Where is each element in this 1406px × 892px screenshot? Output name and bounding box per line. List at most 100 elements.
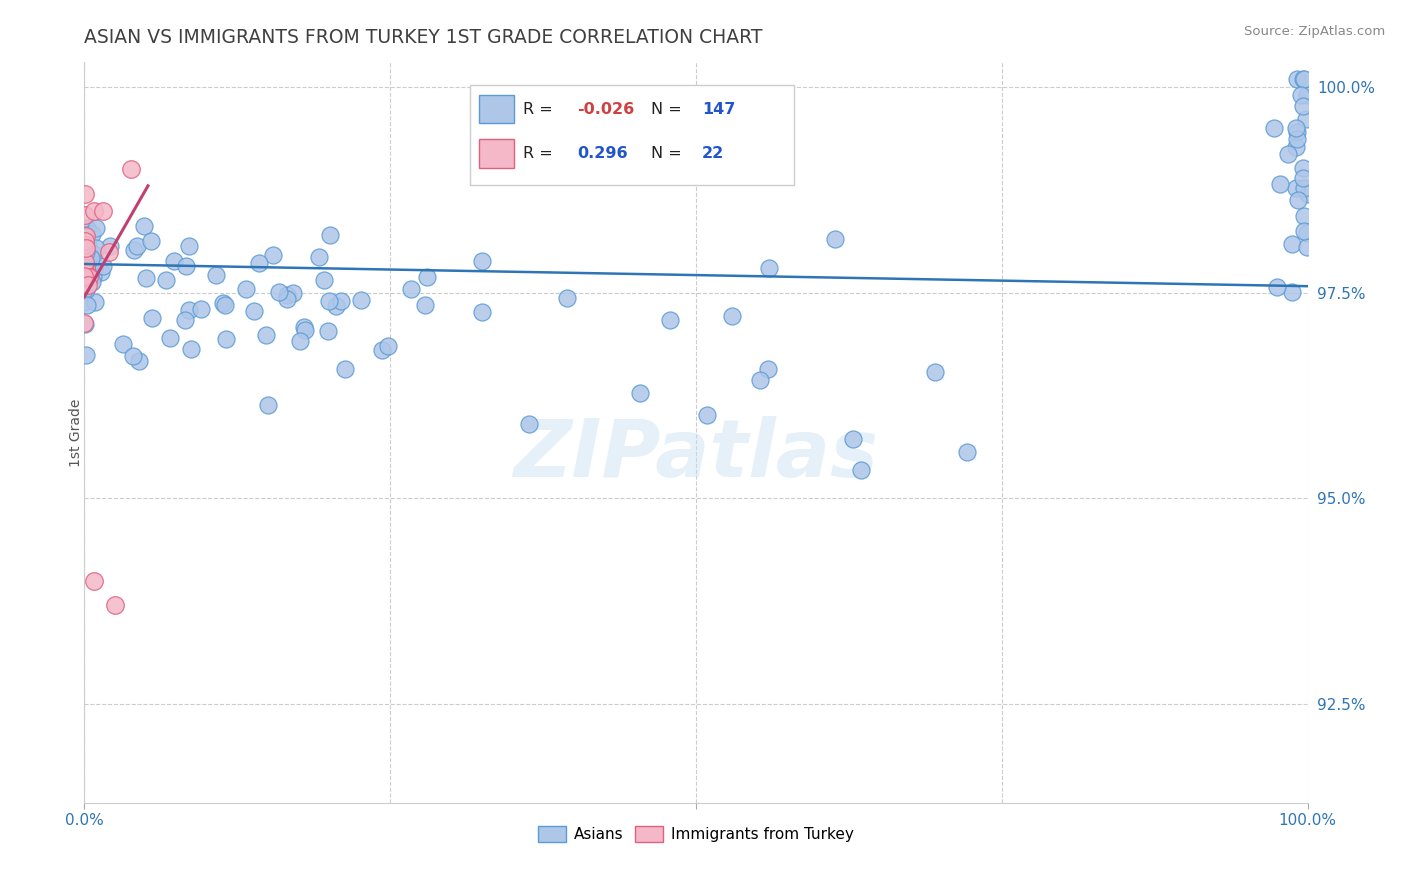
Point [555,291,578,305]
Point [128,354,150,368]
Point [267,285,290,300]
Legend: Asians, Immigrants from Turkey: Asians, Immigrants from Turkey [533,820,859,848]
Point [401,282,423,296]
Point [842,432,865,446]
Point [79,243,101,257]
Point [177,239,200,253]
Point [1295,88,1317,103]
Point [955,444,977,458]
Point [1286,193,1309,207]
Point [174,259,197,273]
Point [628,386,651,401]
Text: ZIPatlas: ZIPatlas [513,416,879,494]
Point [80,252,103,267]
Point [1285,132,1308,146]
Point [696,409,718,423]
Point [83,295,105,310]
Point [73,261,96,276]
Point [82,276,104,290]
Point [90,265,112,279]
Point [111,337,134,351]
Point [73,243,96,257]
Point [471,305,494,319]
Point [1292,161,1315,175]
Point [73,251,96,265]
Point [77,270,100,285]
Point [1281,237,1303,252]
Point [73,259,96,273]
Point [377,339,399,353]
Point [215,332,238,346]
Text: -0.026: -0.026 [578,102,634,117]
Point [294,323,316,337]
Point [276,293,298,307]
Point [83,574,105,588]
Point [415,269,437,284]
Point [155,273,177,287]
Point [177,303,200,318]
Point [75,241,97,255]
Point [75,209,97,223]
Point [659,313,682,327]
Point [471,254,494,268]
FancyBboxPatch shape [470,85,794,185]
Point [135,271,157,285]
Y-axis label: 1st Grade: 1st Grade [69,399,83,467]
Point [262,248,284,262]
Point [174,313,197,327]
Point [190,302,212,317]
Point [1284,121,1306,136]
Point [75,260,97,275]
Point [76,272,98,286]
Point [76,277,98,292]
Point [141,311,163,326]
Point [73,268,96,282]
Point [83,247,105,261]
Point [1295,112,1317,126]
Point [73,269,96,284]
Point [76,254,98,268]
Point [75,255,97,269]
Point [75,244,97,259]
Point [1295,240,1317,254]
Point [1295,226,1317,240]
Point [97,244,120,259]
Point [276,288,298,302]
Point [1292,171,1315,186]
Point [243,303,266,318]
Point [1285,181,1308,195]
Point [75,239,97,253]
Point [1281,285,1303,300]
Point [75,268,97,283]
Point [75,237,97,252]
Point [1292,181,1315,195]
Point [83,203,105,218]
Point [75,270,97,285]
Text: R =: R = [523,146,564,161]
Point [76,277,98,292]
Point [1265,279,1288,293]
Point [75,269,97,284]
Point [73,268,96,283]
Point [84,241,107,255]
FancyBboxPatch shape [479,139,513,168]
Point [1292,224,1315,238]
Point [80,227,103,241]
Point [121,349,143,363]
Point [73,264,96,278]
Point [76,238,98,252]
Point [75,283,97,297]
Text: 22: 22 [702,146,724,161]
Point [73,316,96,330]
Point [76,222,98,236]
Point [924,365,946,379]
Point [91,203,114,218]
Point [758,260,780,275]
Point [283,286,305,301]
Text: ASIAN VS IMMIGRANTS FROM TURKEY 1ST GRADE CORRELATION CHART: ASIAN VS IMMIGRANTS FROM TURKEY 1ST GRAD… [84,28,763,47]
Point [73,252,96,266]
Point [73,233,96,247]
Point [720,309,742,323]
Point [1296,186,1319,201]
Point [288,334,311,349]
